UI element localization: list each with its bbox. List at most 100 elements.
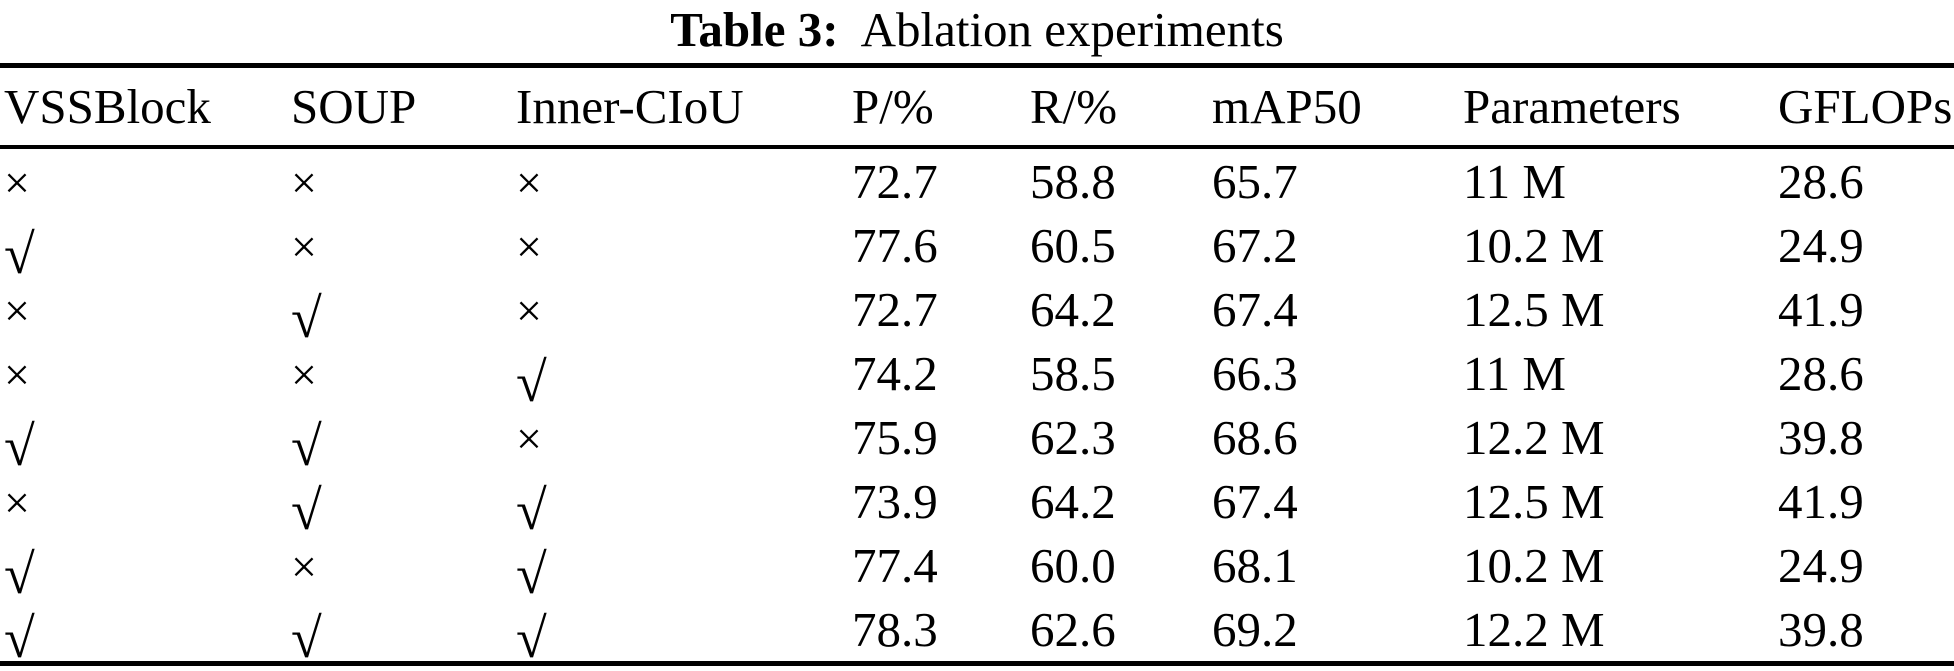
cell-value: 41.9: [1778, 281, 1864, 337]
cell-value: 65.7: [1212, 153, 1298, 209]
cell-value: 60.0: [1030, 537, 1116, 593]
cross-mark-icon: ×: [4, 348, 30, 400]
cell-soup: ×: [291, 533, 516, 597]
cross-mark-icon: ×: [291, 348, 317, 400]
cell-value: 77.6: [852, 217, 938, 273]
column-header-vssblock: VSSBlock: [0, 65, 291, 149]
cell-parameters: 10.2 M: [1463, 213, 1778, 277]
cell-value: 67.2: [1212, 217, 1298, 273]
cell-gflops: 39.8: [1778, 405, 1954, 469]
cell-value: 68.6: [1212, 409, 1298, 465]
cell-inner-ciou: √: [516, 341, 852, 414]
check-mark-icon: √: [516, 544, 547, 606]
check-mark-icon: √: [4, 544, 35, 606]
cell-value: 77.4: [852, 537, 938, 593]
cell-map50: 69.2: [1212, 597, 1463, 664]
table-header-row: VSSBlock SOUP Inner-CIoU P/% R/% mAP50 P…: [0, 65, 1954, 149]
cell-map50: 68.1: [1212, 533, 1463, 597]
cell-gflops: 24.9: [1778, 533, 1954, 597]
column-header-soup: SOUP: [291, 65, 516, 149]
cell-p: 77.6: [852, 213, 1030, 277]
cell-r: 58.5: [1030, 341, 1212, 405]
column-header-parameters: Parameters: [1463, 65, 1778, 149]
cell-parameters: 11 M: [1463, 341, 1778, 405]
cell-vssblock: √: [0, 597, 291, 670]
cell-inner-ciou: ×: [516, 147, 852, 213]
cell-parameters: 12.2 M: [1463, 597, 1778, 664]
cell-soup: √: [291, 469, 516, 542]
cell-map50: 66.3: [1212, 341, 1463, 405]
cell-soup: ×: [291, 341, 516, 405]
table-row: × √ √ 73.9 64.2 67.4 12.5 M 41.9: [0, 469, 1954, 543]
table-row: × × × 72.7 58.8 65.7 11 M 28.6: [0, 147, 1954, 213]
check-mark-icon: √: [291, 288, 322, 350]
table-caption: Table 3: Ablation experiments: [0, 0, 1954, 63]
cell-value: 39.8: [1778, 601, 1864, 657]
cross-mark-icon: ×: [516, 156, 542, 208]
cell-p: 73.9: [852, 469, 1030, 533]
cross-mark-icon: ×: [4, 156, 30, 208]
cell-parameters: 10.2 M: [1463, 533, 1778, 597]
cell-value: 12.5 M: [1463, 281, 1605, 337]
table-row: × √ × 72.7 64.2 67.4 12.5 M 41.9: [0, 277, 1954, 351]
column-header-map50: mAP50: [1212, 65, 1463, 149]
table-body: × × × 72.7 58.8 65.7 11 M 28.6 √ × × 77.6 60.5 67.2 10…: [0, 147, 1954, 671]
cell-r: 64.2: [1030, 277, 1212, 341]
cell-p: 74.2: [852, 341, 1030, 405]
cell-p: 72.7: [852, 147, 1030, 213]
cell-soup: ×: [291, 147, 516, 213]
cell-map50: 67.4: [1212, 277, 1463, 341]
cell-gflops: 41.9: [1778, 469, 1954, 533]
cell-value: 58.5: [1030, 345, 1116, 401]
cell-value: 11 M: [1463, 345, 1567, 401]
cell-p: 77.4: [852, 533, 1030, 597]
check-mark-icon: √: [516, 608, 547, 670]
cell-value: 39.8: [1778, 409, 1864, 465]
cell-vssblock: ×: [0, 277, 291, 341]
cell-vssblock: ×: [0, 469, 291, 533]
cell-p: 75.9: [852, 405, 1030, 469]
table-row: √ √ × 75.9 62.3 68.6 12.2 M 39.8: [0, 405, 1954, 479]
cell-value: 12.2 M: [1463, 409, 1605, 465]
check-mark-icon: √: [291, 480, 322, 542]
cell-soup: ×: [291, 213, 516, 277]
check-mark-icon: √: [291, 608, 322, 670]
cell-value: 67.4: [1212, 281, 1298, 337]
cell-inner-ciou: √: [516, 533, 852, 606]
table-row: √ × × 77.6 60.5 67.2 10.2 M 24.9: [0, 213, 1954, 287]
cell-p: 72.7: [852, 277, 1030, 341]
cell-value: 66.3: [1212, 345, 1298, 401]
table-caption-text: Ablation experiments: [860, 2, 1284, 57]
cell-r: 64.2: [1030, 469, 1212, 533]
cell-value: 28.6: [1778, 153, 1864, 209]
column-header-inner-ciou: Inner-CIoU: [516, 65, 852, 149]
cell-value: 78.3: [852, 601, 938, 657]
table-row: √ × √ 77.4 60.0 68.1 10.2 M 24.9: [0, 533, 1954, 607]
table-caption-label: Table 3:: [670, 2, 839, 57]
cell-value: 72.7: [852, 281, 938, 337]
check-mark-icon: √: [516, 352, 547, 414]
cell-r: 58.8: [1030, 147, 1212, 213]
cross-mark-icon: ×: [516, 284, 542, 336]
cell-inner-ciou: ×: [516, 213, 852, 277]
cell-value: 10.2 M: [1463, 537, 1605, 593]
column-header-p: P/%: [852, 65, 1030, 149]
cell-vssblock: ×: [0, 341, 291, 405]
cell-value: 28.6: [1778, 345, 1864, 401]
cell-r: 60.0: [1030, 533, 1212, 597]
cell-value: 62.6: [1030, 601, 1116, 657]
cell-inner-ciou: √: [516, 469, 852, 542]
cell-value: 67.4: [1212, 473, 1298, 529]
cell-vssblock: ×: [0, 147, 291, 213]
cell-parameters: 11 M: [1463, 147, 1778, 213]
cell-map50: 67.4: [1212, 469, 1463, 533]
cell-gflops: 41.9: [1778, 277, 1954, 341]
cross-mark-icon: ×: [4, 284, 30, 336]
cell-gflops: 28.6: [1778, 341, 1954, 405]
cell-vssblock: √: [0, 533, 291, 606]
check-mark-icon: √: [4, 416, 35, 478]
cell-r: 62.6: [1030, 597, 1212, 664]
cell-map50: 68.6: [1212, 405, 1463, 469]
cell-value: 24.9: [1778, 217, 1864, 273]
cell-value: 64.2: [1030, 281, 1116, 337]
